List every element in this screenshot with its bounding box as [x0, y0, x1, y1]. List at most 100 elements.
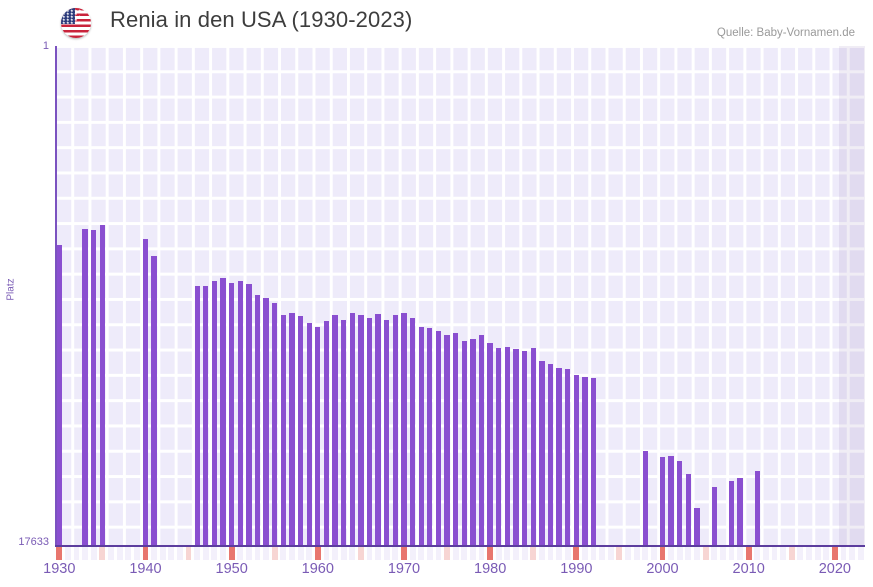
- bar[interactable]: [478, 335, 485, 546]
- year-cell[interactable]: [556, 547, 563, 560]
- year-cell[interactable]: [521, 547, 528, 560]
- year-cell[interactable]: [469, 547, 476, 560]
- bar[interactable]: [487, 342, 493, 546]
- bar[interactable]: [530, 347, 536, 546]
- year-cell[interactable]: [228, 547, 235, 560]
- bar[interactable]: [263, 298, 269, 546]
- year-cell[interactable]: [504, 547, 511, 560]
- year-cell[interactable]: [332, 547, 338, 560]
- year-cell[interactable]: [513, 547, 519, 560]
- bar[interactable]: [272, 303, 278, 546]
- bar[interactable]: [375, 313, 381, 546]
- year-cell[interactable]: [383, 547, 390, 560]
- year-cell[interactable]: [142, 547, 149, 560]
- year-cell[interactable]: [719, 547, 726, 560]
- year-cell[interactable]: [426, 547, 433, 560]
- bar[interactable]: [142, 238, 149, 546]
- bar[interactable]: [237, 281, 243, 546]
- year-cell[interactable]: [444, 547, 450, 560]
- year-cell[interactable]: [607, 547, 614, 560]
- year-cell[interactable]: [797, 547, 804, 560]
- year-cell[interactable]: [831, 547, 838, 560]
- bar[interactable]: [254, 294, 261, 546]
- year-cell[interactable]: [668, 547, 675, 560]
- year-cell[interactable]: [237, 547, 244, 560]
- bar[interactable]: [582, 377, 588, 546]
- year-cell[interactable]: [780, 547, 787, 560]
- year-cell[interactable]: [590, 547, 597, 560]
- bar[interactable]: [659, 457, 666, 546]
- bar[interactable]: [280, 315, 286, 546]
- year-cell[interactable]: [375, 547, 382, 560]
- bar[interactable]: [556, 367, 562, 546]
- bar[interactable]: [332, 315, 338, 546]
- year-cell[interactable]: [616, 547, 623, 560]
- year-cell[interactable]: [392, 547, 399, 560]
- year-cell[interactable]: [573, 547, 580, 560]
- year-cell[interactable]: [530, 547, 537, 560]
- year-cell[interactable]: [538, 547, 545, 560]
- bar[interactable]: [246, 284, 252, 546]
- year-cell[interactable]: [64, 547, 71, 560]
- year-cell[interactable]: [728, 547, 735, 560]
- year-cell[interactable]: [495, 547, 502, 560]
- bar[interactable]: [444, 335, 450, 546]
- year-cell[interactable]: [599, 547, 606, 560]
- year-cell[interactable]: [306, 547, 313, 560]
- year-cell[interactable]: [694, 547, 700, 560]
- year-cell[interactable]: [823, 547, 830, 560]
- year-cell[interactable]: [711, 547, 718, 560]
- year-cell[interactable]: [582, 547, 588, 560]
- bar[interactable]: [366, 318, 373, 546]
- year-cell[interactable]: [133, 547, 140, 560]
- year-cell[interactable]: [487, 547, 494, 560]
- year-cell[interactable]: [151, 547, 158, 560]
- bar[interactable]: [711, 486, 717, 546]
- year-cell[interactable]: [840, 547, 847, 560]
- bar[interactable]: [668, 455, 674, 546]
- bar[interactable]: [289, 313, 295, 546]
- year-cell[interactable]: [297, 547, 304, 560]
- year-cell[interactable]: [185, 547, 192, 560]
- year-cell[interactable]: [633, 547, 640, 560]
- year-cell[interactable]: [452, 547, 459, 560]
- bar[interactable]: [573, 374, 579, 546]
- bar[interactable]: [470, 338, 476, 546]
- year-cell[interactable]: [125, 547, 132, 560]
- year-cell[interactable]: [245, 547, 252, 560]
- bar[interactable]: [194, 286, 200, 546]
- year-cell[interactable]: [771, 547, 778, 560]
- year-cell[interactable]: [435, 547, 442, 560]
- year-cell[interactable]: [737, 547, 743, 560]
- year-cell[interactable]: [194, 547, 201, 560]
- bar[interactable]: [315, 326, 321, 546]
- year-cell[interactable]: [702, 547, 709, 560]
- bar[interactable]: [151, 255, 157, 546]
- bar[interactable]: [521, 351, 528, 546]
- bar[interactable]: [323, 321, 330, 546]
- year-cell[interactable]: [685, 547, 692, 560]
- year-cell[interactable]: [116, 547, 123, 560]
- year-cell[interactable]: [271, 547, 278, 560]
- year-cell[interactable]: [99, 547, 106, 560]
- year-cell[interactable]: [82, 547, 89, 560]
- year-cell[interactable]: [461, 547, 468, 560]
- year-cell[interactable]: [289, 547, 295, 560]
- bar[interactable]: [99, 225, 106, 546]
- bar[interactable]: [418, 326, 424, 546]
- year-cell[interactable]: [754, 547, 761, 560]
- bar[interactable]: [91, 230, 97, 546]
- year-cell[interactable]: [857, 547, 864, 560]
- bar[interactable]: [401, 313, 407, 546]
- year-cell[interactable]: [90, 547, 97, 560]
- bar[interactable]: [547, 363, 554, 546]
- year-cell[interactable]: [806, 547, 812, 560]
- bar[interactable]: [737, 478, 743, 546]
- bar[interactable]: [203, 285, 209, 546]
- year-cell[interactable]: [547, 547, 554, 560]
- bar[interactable]: [685, 474, 691, 546]
- bar[interactable]: [677, 461, 683, 546]
- year-cell[interactable]: [168, 547, 175, 560]
- year-cell[interactable]: [254, 547, 261, 560]
- bar[interactable]: [384, 319, 390, 546]
